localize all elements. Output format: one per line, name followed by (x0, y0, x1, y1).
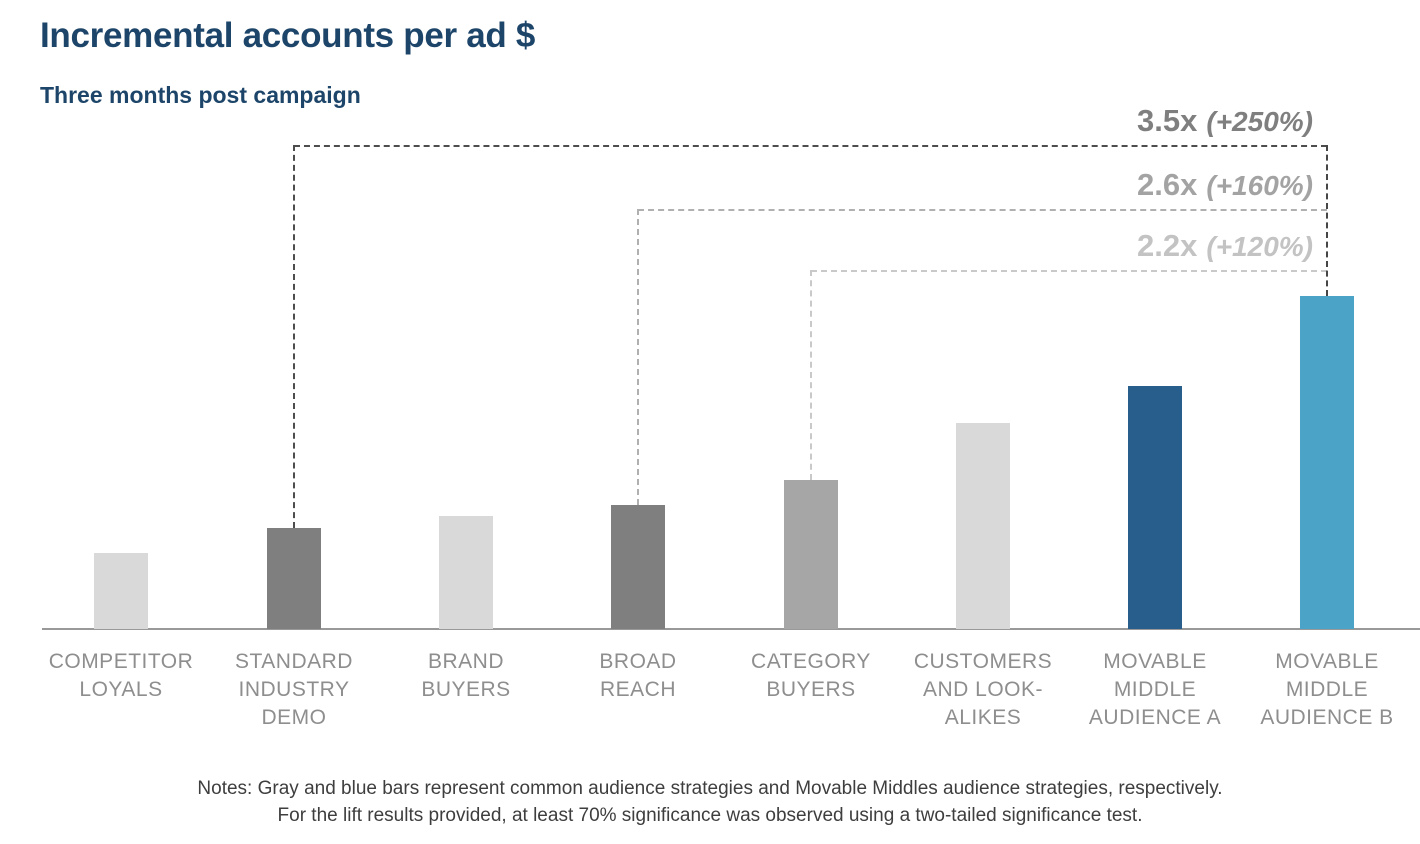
bracket-connector-right (1326, 145, 1328, 296)
page-subtitle: Three months post campaign (40, 82, 361, 108)
bar-movable-middle-audience-b (1300, 296, 1354, 629)
bracket-drop-3-5x (293, 145, 295, 528)
footnote-line-1: Notes: Gray and blue bars represent comm… (197, 778, 1223, 799)
bracket-line-3-5x (294, 145, 1327, 147)
footnotes: Notes: Gray and blue bars represent comm… (0, 775, 1420, 829)
x-axis-line (42, 628, 1420, 630)
bar-brand-buyers (439, 516, 493, 629)
bar-customers-and-look-alikes (956, 423, 1010, 629)
bar-movable-middle-audience-a (1128, 386, 1182, 629)
x-label-broad-reach: BROAD REACH (599, 650, 677, 701)
lift-percent-2-6x: (+160%) (1206, 170, 1313, 201)
x-label-brand-buyers: BRAND BUYERS (421, 650, 511, 701)
lift-ratio-3-5x: 3.5x (1137, 103, 1198, 138)
lift-annotation-2-2x: 2.2x (+120%) (1137, 228, 1313, 264)
footnote-line-2: For the lift results provided, at least … (277, 805, 1143, 826)
lift-percent-2-2x: (+120%) (1206, 231, 1313, 262)
bracket-drop-2-6x (637, 209, 639, 505)
bar-standard-industry-demo (267, 528, 321, 629)
bar-broad-reach (611, 505, 665, 629)
x-label-customers-and-look-alikes: CUSTOMERS AND LOOK- ALIKES (913, 650, 1053, 729)
bracket-line-2-6x (638, 209, 1327, 211)
lift-annotation-3-5x: 3.5x (+250%) (1137, 103, 1313, 139)
x-label-category-buyers: CATEGORY BUYERS (751, 650, 871, 701)
lift-ratio-2-2x: 2.2x (1137, 228, 1198, 263)
x-label-movable-middle-audience-b: MOVABLE MIDDLE AUDIENCE B (1260, 650, 1394, 729)
bar-category-buyers (784, 480, 838, 629)
lift-percent-3-5x: (+250%) (1206, 106, 1313, 137)
lift-ratio-2-6x: 2.6x (1137, 167, 1198, 202)
bracket-drop-2-2x (810, 270, 812, 480)
x-label-movable-middle-audience-a: MOVABLE MIDDLE AUDIENCE A (1088, 650, 1222, 729)
x-label-competitor-loyals: COMPETITOR LOYALS (48, 650, 194, 701)
lift-annotation-2-6x: 2.6x (+160%) (1137, 167, 1313, 203)
bar-competitor-loyals (94, 553, 148, 629)
bracket-line-2-2x (811, 270, 1327, 272)
x-label-standard-industry-demo: STANDARD INDUSTRY DEMO (235, 650, 353, 729)
page-title: Incremental accounts per ad $ (40, 16, 536, 55)
